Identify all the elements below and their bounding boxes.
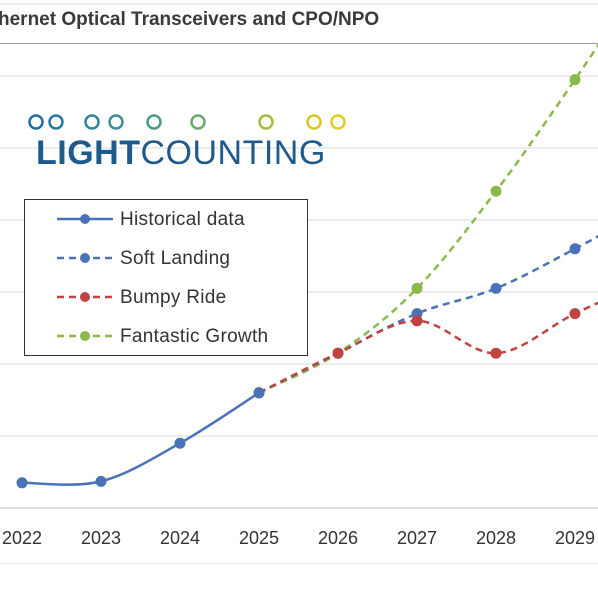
- logo-text-bold: LIGHT: [36, 134, 141, 172]
- data-point-bumpy-ride: [569, 308, 581, 320]
- data-point-bumpy-ride: [332, 347, 344, 359]
- legend-swatch-bumpy-ride: [57, 292, 113, 302]
- logo-text-regular: COUNTING: [140, 134, 326, 172]
- data-point-historical-data: [95, 475, 107, 487]
- logo-wordmark: LIGHTCOUNTING: [36, 136, 326, 170]
- series-line-fantastic-growth: [258, 43, 598, 394]
- legend-label-fantastic-growth: Fantastic Growth: [120, 326, 269, 347]
- bottom-divider: [0, 563, 598, 564]
- legend: Historical data Soft Landing Bumpy Ride …: [24, 199, 308, 356]
- data-point-soft-landing: [569, 243, 581, 255]
- chart-title: hernet Optical Transceivers and CPO/NPO: [0, 9, 380, 30]
- x-tick-label: 2023: [81, 528, 121, 548]
- title-divider: [0, 43, 598, 44]
- legend-label-historical: Historical data: [120, 209, 245, 230]
- data-point-fantastic-growth: [490, 185, 502, 197]
- data-point-bumpy-ride: [490, 347, 502, 359]
- legend-swatch-soft-landing: [57, 253, 113, 263]
- series-points: [16, 74, 581, 489]
- x-tick-label: 2025: [239, 528, 279, 548]
- series-line-soft-landing: [258, 235, 598, 394]
- x-tick-label: 2028: [476, 528, 516, 548]
- legend-item-fantastic-growth: Fantastic Growth: [25, 321, 307, 351]
- data-point-fantastic-growth: [411, 282, 423, 294]
- data-point-bumpy-ride: [411, 315, 423, 327]
- x-tick-label: 2027: [397, 528, 437, 548]
- legend-label-soft-landing: Soft Landing: [120, 248, 231, 269]
- logo-dots-graphic: [28, 114, 352, 130]
- legend-item-soft-landing: Soft Landing: [25, 243, 307, 273]
- x-axis-ticks: 2022 2023 2024 2025 2026 2027 2028 2029: [2, 528, 595, 548]
- x-tick-label: 2024: [160, 528, 200, 548]
- x-tick-label: 2022: [2, 528, 42, 548]
- lightcounting-logo: [22, 110, 362, 174]
- x-tick-label: 2029: [555, 528, 595, 548]
- series-line-bumpy-ride: [258, 301, 598, 394]
- legend-item-bumpy-ride: Bumpy Ride: [25, 282, 307, 312]
- legend-item-historical: Historical data: [25, 204, 307, 234]
- legend-swatch-fantastic-growth: [57, 331, 113, 341]
- x-tick-label: 2026: [318, 528, 358, 548]
- data-point-historical-data: [253, 387, 265, 399]
- data-point-fantastic-growth: [569, 74, 581, 86]
- legend-label-bumpy-ride: Bumpy Ride: [120, 287, 227, 308]
- series-line-historical-data: [21, 391, 260, 486]
- data-point-soft-landing: [490, 282, 502, 294]
- legend-swatch-historical: [57, 214, 113, 224]
- data-point-historical-data: [16, 477, 28, 489]
- data-point-historical-data: [174, 437, 186, 449]
